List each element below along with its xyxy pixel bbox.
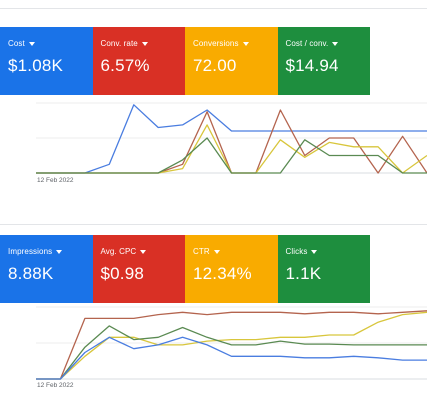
line-chart [36, 306, 427, 380]
performance-card-conversions: Cost $1.08K Conv. rate 6.57% Conversions… [0, 8, 427, 191]
metric-tile-cost[interactable]: Cost $1.08K [0, 27, 93, 95]
dropdown-caret-icon[interactable] [242, 41, 249, 46]
x-axis-date-label: 12 Feb 2022 [37, 177, 74, 184]
metric-value: 12.34% [193, 264, 252, 283]
metric-tile-ctr[interactable]: CTR 12.34% [185, 235, 278, 303]
series-line-1 [36, 104, 427, 174]
metric-value: 1.1K [285, 264, 322, 283]
metric-label: CTR [193, 247, 278, 256]
metric-label: Conversions [193, 39, 278, 48]
metric-tile-conv-rate[interactable]: Conv. rate 6.57% [92, 27, 186, 95]
metric-value: $0.98 [100, 264, 145, 283]
series-line-1 [36, 310, 427, 380]
dropdown-caret-icon[interactable] [311, 249, 318, 254]
series-line-4 [36, 336, 427, 380]
metric-value: $14.94 [285, 56, 339, 75]
dropdown-caret-icon[interactable] [141, 41, 148, 46]
dropdown-caret-icon[interactable] [140, 249, 147, 254]
line-chart [36, 102, 427, 174]
metric-tile-impressions[interactable]: Impressions 8.88K [0, 235, 93, 303]
metric-label: Cost [8, 39, 93, 48]
metric-tile-cost-per-conv[interactable]: Cost / conv. $14.94 [277, 27, 371, 95]
metric-value: 6.57% [100, 56, 150, 75]
metric-label: Cost / conv. [286, 39, 371, 48]
metric-label: Clicks [286, 247, 371, 256]
series-line-3 [36, 124, 427, 174]
series-line-2 [36, 109, 427, 174]
metric-tiles: Cost $1.08K Conv. rate 6.57% Conversions… [0, 27, 370, 95]
metric-value: $1.08K [8, 56, 64, 75]
metric-value: 72.00 [193, 56, 237, 75]
series-line-4 [36, 137, 427, 174]
x-axis-date-label: 12 Feb 2022 [37, 382, 74, 389]
metric-tile-avg-cpc[interactable]: Avg. CPC $0.98 [92, 235, 186, 303]
series-line-2 [36, 311, 427, 380]
metric-label: Impressions [8, 247, 93, 256]
performance-card-traffic: Impressions 8.88K Avg. CPC $0.98 CTR 12.… [0, 224, 427, 407]
dropdown-caret-icon[interactable] [213, 249, 220, 254]
metric-tiles: Impressions 8.88K Avg. CPC $0.98 CTR 12.… [0, 235, 370, 303]
dropdown-caret-icon[interactable] [28, 41, 35, 46]
metric-label: Avg. CPC [101, 247, 186, 256]
series-line-3 [36, 325, 427, 380]
metric-label: Conv. rate [101, 39, 186, 48]
metric-value: 8.88K [8, 264, 54, 283]
dropdown-caret-icon[interactable] [56, 249, 63, 254]
dropdown-caret-icon[interactable] [332, 41, 339, 46]
metric-tile-conversions[interactable]: Conversions 72.00 [185, 27, 278, 95]
metric-tile-clicks[interactable]: Clicks 1.1K [277, 235, 371, 303]
